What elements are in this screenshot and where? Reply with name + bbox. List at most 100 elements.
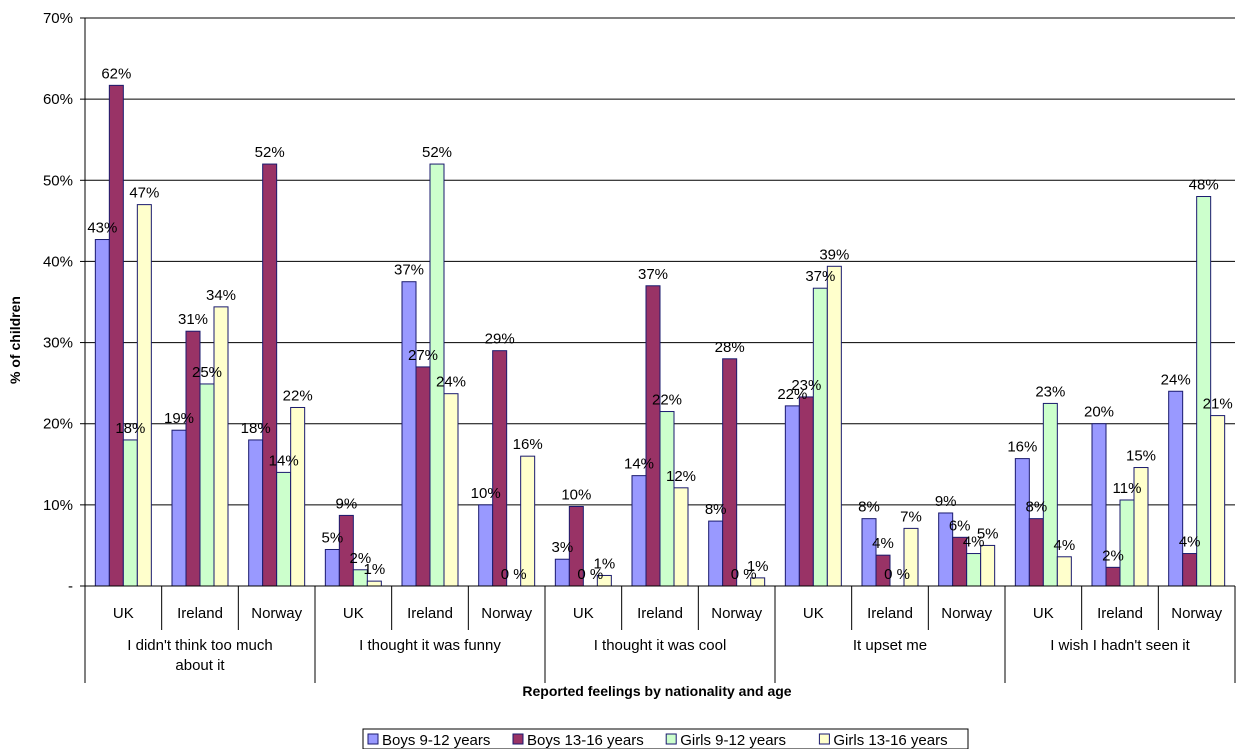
x-group-label: It upset me: [853, 637, 927, 654]
x-axis-title: Reported feelings by nationality and age: [522, 683, 791, 699]
bar: [136, 204, 152, 587]
x-category-label: Norway: [941, 605, 992, 622]
bar: [290, 406, 306, 587]
bar: [784, 405, 800, 587]
data-label: 20%: [1084, 404, 1114, 421]
data-label: 5%: [977, 525, 999, 542]
data-label: 6%: [949, 517, 971, 534]
y-tick-label: -: [68, 578, 73, 595]
x-category-label: Norway: [711, 605, 762, 622]
data-label: 4%: [963, 534, 985, 551]
data-label: 28%: [715, 339, 745, 356]
data-label: 4%: [1179, 534, 1201, 551]
legend-label: Girls 9-12 years: [680, 732, 786, 749]
legend-label: Boys 13-16 years: [527, 732, 644, 749]
x-category-label: Ireland: [1097, 605, 1143, 622]
bar: [1119, 499, 1135, 587]
y-tick-label: 30%: [43, 335, 73, 352]
bar: [798, 396, 814, 587]
data-label: 52%: [255, 144, 285, 161]
bar: [415, 366, 431, 587]
bar: [826, 265, 842, 587]
data-label: 2%: [1102, 547, 1124, 564]
data-label: 2%: [349, 550, 371, 567]
data-label: 24%: [1161, 371, 1191, 388]
data-label: 39%: [819, 246, 849, 263]
data-label: 25%: [192, 364, 222, 381]
data-label: 10%: [561, 486, 591, 503]
data-label: 1%: [747, 558, 769, 575]
data-label: 62%: [101, 65, 131, 82]
x-category-label: UK: [343, 605, 364, 622]
bar: [199, 383, 215, 587]
data-label: 3%: [551, 539, 573, 556]
bar: [1042, 402, 1058, 587]
legend-swatch: [818, 733, 830, 745]
legend-swatch: [367, 733, 379, 745]
data-labels: 43% 19% 18% 5% 37% 10% 3% 14% 8% 22% 8% 9% 16% 20% 24%…: [87, 65, 1232, 583]
data-label: 9%: [935, 493, 957, 510]
data-label: 22%: [652, 392, 682, 409]
legend-label: Girls 13-16 years: [833, 732, 947, 749]
axes: [84, 18, 1235, 587]
x-group-label: I thought it was funny: [359, 637, 501, 654]
legend-swatch: [665, 733, 677, 745]
data-label: 34%: [206, 287, 236, 304]
y-axis-title: % of children: [7, 296, 23, 384]
data-label: 0 %: [501, 566, 527, 583]
bar: [1105, 566, 1121, 587]
data-label: 37%: [805, 268, 835, 285]
data-label: 0 %: [731, 566, 757, 583]
data-label: 22%: [283, 387, 313, 404]
bar: [492, 350, 508, 587]
x-group-label: I didn't think too much about it: [127, 637, 272, 674]
bar: [1056, 556, 1072, 587]
bar: [1014, 458, 1030, 587]
x-category-label: Ireland: [867, 605, 913, 622]
bar: [980, 544, 996, 587]
bar: [108, 84, 124, 587]
bar: [478, 504, 494, 587]
bar: [122, 439, 138, 587]
data-label: 7%: [900, 508, 922, 525]
data-label: 37%: [638, 266, 668, 283]
bar: [1210, 415, 1226, 587]
data-label: 19%: [164, 410, 194, 427]
bar: [812, 287, 828, 587]
x-category-label: Ireland: [407, 605, 453, 622]
bar: [1182, 553, 1198, 587]
data-label: 23%: [791, 377, 821, 394]
bar: [966, 553, 982, 587]
data-label: 8%: [858, 499, 880, 516]
y-tick-label: 10%: [43, 497, 73, 514]
bar: [631, 475, 647, 587]
data-label: 4%: [1053, 537, 1075, 554]
x-category-label: UK: [1033, 605, 1054, 622]
bar: [1196, 196, 1212, 587]
data-label: 18%: [115, 420, 145, 437]
data-label: 23%: [1035, 383, 1065, 400]
data-label: 48%: [1189, 177, 1219, 194]
x-category-label: Ireland: [177, 605, 223, 622]
y-axis-ticks: - 10% 20% 30% 40% 50% 60% 70%: [43, 10, 85, 595]
data-label: 18%: [241, 420, 271, 437]
data-label: 16%: [513, 436, 543, 453]
x-group-label: I wish I hadn't seen it: [1050, 637, 1190, 654]
data-label: 8%: [1025, 499, 1047, 516]
data-label: 1%: [593, 555, 615, 572]
data-label: 5%: [321, 529, 343, 546]
legend-label: Boys 9-12 years: [382, 732, 490, 749]
data-label: 14%: [624, 456, 654, 473]
data-label: 31%: [178, 311, 208, 328]
y-tick-label: 50%: [43, 172, 73, 189]
bar: [248, 439, 264, 587]
x-category-label: Norway: [481, 605, 532, 622]
data-label: 8%: [705, 501, 727, 518]
data-label: 0 %: [577, 566, 603, 583]
data-label: 43%: [87, 220, 117, 237]
data-label: 10%: [471, 485, 501, 502]
data-label: 47%: [129, 185, 159, 202]
data-label: 9%: [335, 495, 357, 512]
data-label: 22%: [777, 386, 807, 403]
